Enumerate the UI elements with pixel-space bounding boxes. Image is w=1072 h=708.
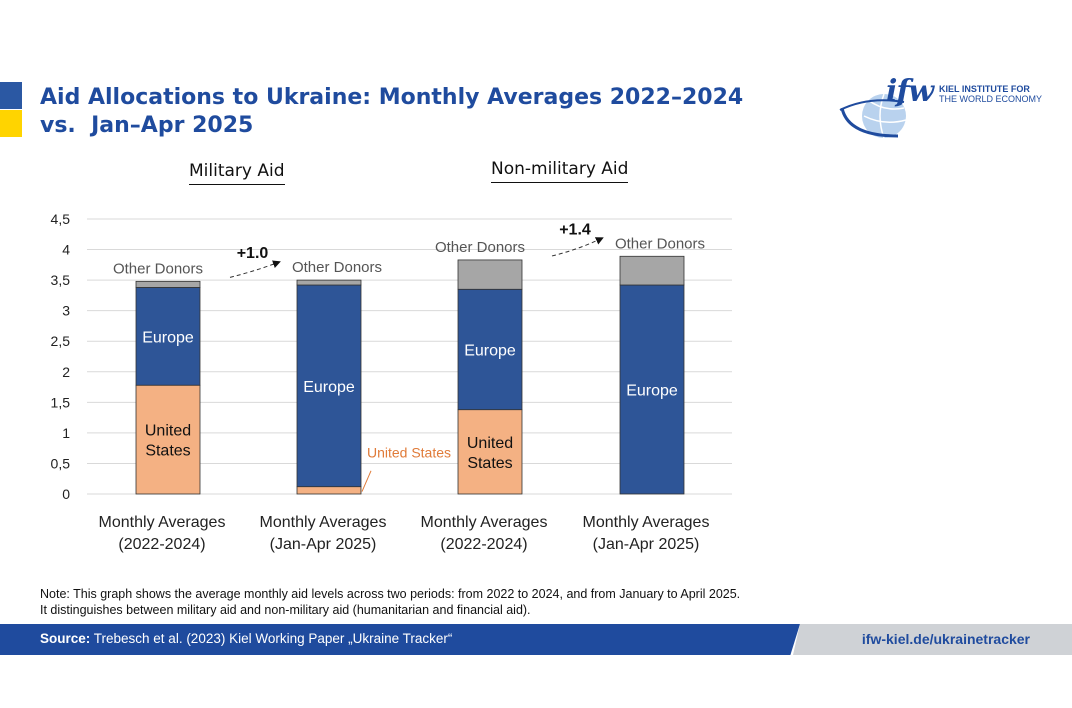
x-category-label: Monthly Averages [583,514,710,531]
logo-text-line2: THE WORLD ECONOMY [939,94,1043,104]
footer-url-bar [793,624,1072,655]
bar-label-europe: Europe [142,329,194,346]
logo-mark: ifw [886,74,934,109]
stacked-bar-chart: 0 0,5 1 1,5 2 2,5 3 3,5 4 4,5 United States Europe Ot… [51,211,732,553]
source-label: Source: [40,631,91,646]
y-tick-label: 1 [62,425,70,441]
chart-title-line2: vs. Jan–Apr 2025 [40,113,254,138]
x-category-label: (Jan-Apr 2025) [270,536,377,553]
x-category-label: (2022-2024) [440,536,527,553]
bar-label-other-donors: Other Donors [435,239,525,256]
y-tick-label: 4,5 [51,211,71,227]
note-line1: Note: This graph shows the average month… [40,587,741,601]
bar-label-united-states: United [467,435,513,452]
bar-label-united-states: United States [367,444,451,460]
y-tick-label: 2 [62,364,70,380]
x-category-label: Monthly Averages [260,514,387,531]
x-category-label: Monthly Averages [421,514,548,531]
change-arrow [551,237,604,257]
bar-segment-united-states [296,486,362,495]
bar-segment-other-donors [457,259,523,290]
bar-label-other-donors: Other Donors [292,259,382,276]
x-category-label: (2022-2024) [118,536,205,553]
bar-label-europe: Europe [303,379,355,396]
source-text: Source: Trebesch et al. (2023) Kiel Work… [40,631,452,646]
non-military-aid-heading: Non-military Aid [491,159,629,183]
bar-label-europe: Europe [464,342,516,359]
bar-segment-other-donors [135,280,201,288]
bar-label-europe: Europe [626,383,678,400]
globe-icon [839,93,907,139]
change-label: +1.0 [237,245,269,262]
tracker-link[interactable]: ifw-kiel.de/ukrainetracker [861,631,1030,647]
footer-source-bar [0,624,800,655]
x-category-label: (Jan-Apr 2025) [593,536,700,553]
chart-note: Note: This graph shows the average month… [40,586,740,618]
bar-label-united-states: States [145,443,190,460]
note-line2: It distinguishes between military aid an… [40,603,531,617]
bar-label-other-donors: Other Donors [113,260,203,277]
y-tick-label: 4 [62,242,70,258]
change-arrow [229,260,281,278]
flag-yellow-stripe [0,110,22,137]
bar-label-other-donors: Other Donors [615,235,705,252]
bar-segment-united-states [135,384,201,495]
chart-title-line1: Aid Allocations to Ukraine: Monthly Aver… [40,85,744,110]
bar-segment-europe [296,284,362,488]
logo-text-line1: KIEL INSTITUTE FOR [939,84,1030,94]
change-label: +1.4 [559,221,591,238]
x-category-label: Monthly Averages [99,514,226,531]
bar-segment-other-donors [296,279,362,286]
ifw-logo: ifw KIEL INSTITUTE FOR THE WORLD ECONOMY [838,74,1042,144]
bar-label-united-states: States [467,455,512,472]
y-tick-label: 1,5 [51,394,71,410]
source-citation: Trebesch et al. (2023) Kiel Working Pape… [90,631,453,646]
bar-segment-europe [135,287,201,386]
bars-layer [135,255,685,495]
bar-label-united-states: United [145,423,191,440]
bar-segment-europe [457,288,523,411]
y-tick-label: 3,5 [51,272,71,288]
y-tick-label: 3 [62,303,70,319]
flag-blue-stripe [0,82,22,109]
y-tick-label: 0,5 [51,455,71,471]
labels-layer: 0 0,5 1 1,5 2 2,5 3 3,5 4 4,5 United States Europe Ot… [51,211,710,553]
y-tick-label: 2,5 [51,333,71,349]
bar-segment-united-states [457,409,523,495]
us-label-pointer [361,470,372,492]
logo-text-line1-value: KIEL INSTITUTE FOR [939,84,1030,94]
chart-title: Aid Allocations to Ukraine: Monthly Aver… [40,84,743,140]
bar-segment-other-donors [619,255,685,286]
y-tick-label: 0 [62,486,70,502]
military-aid-heading: Military Aid [189,161,285,185]
